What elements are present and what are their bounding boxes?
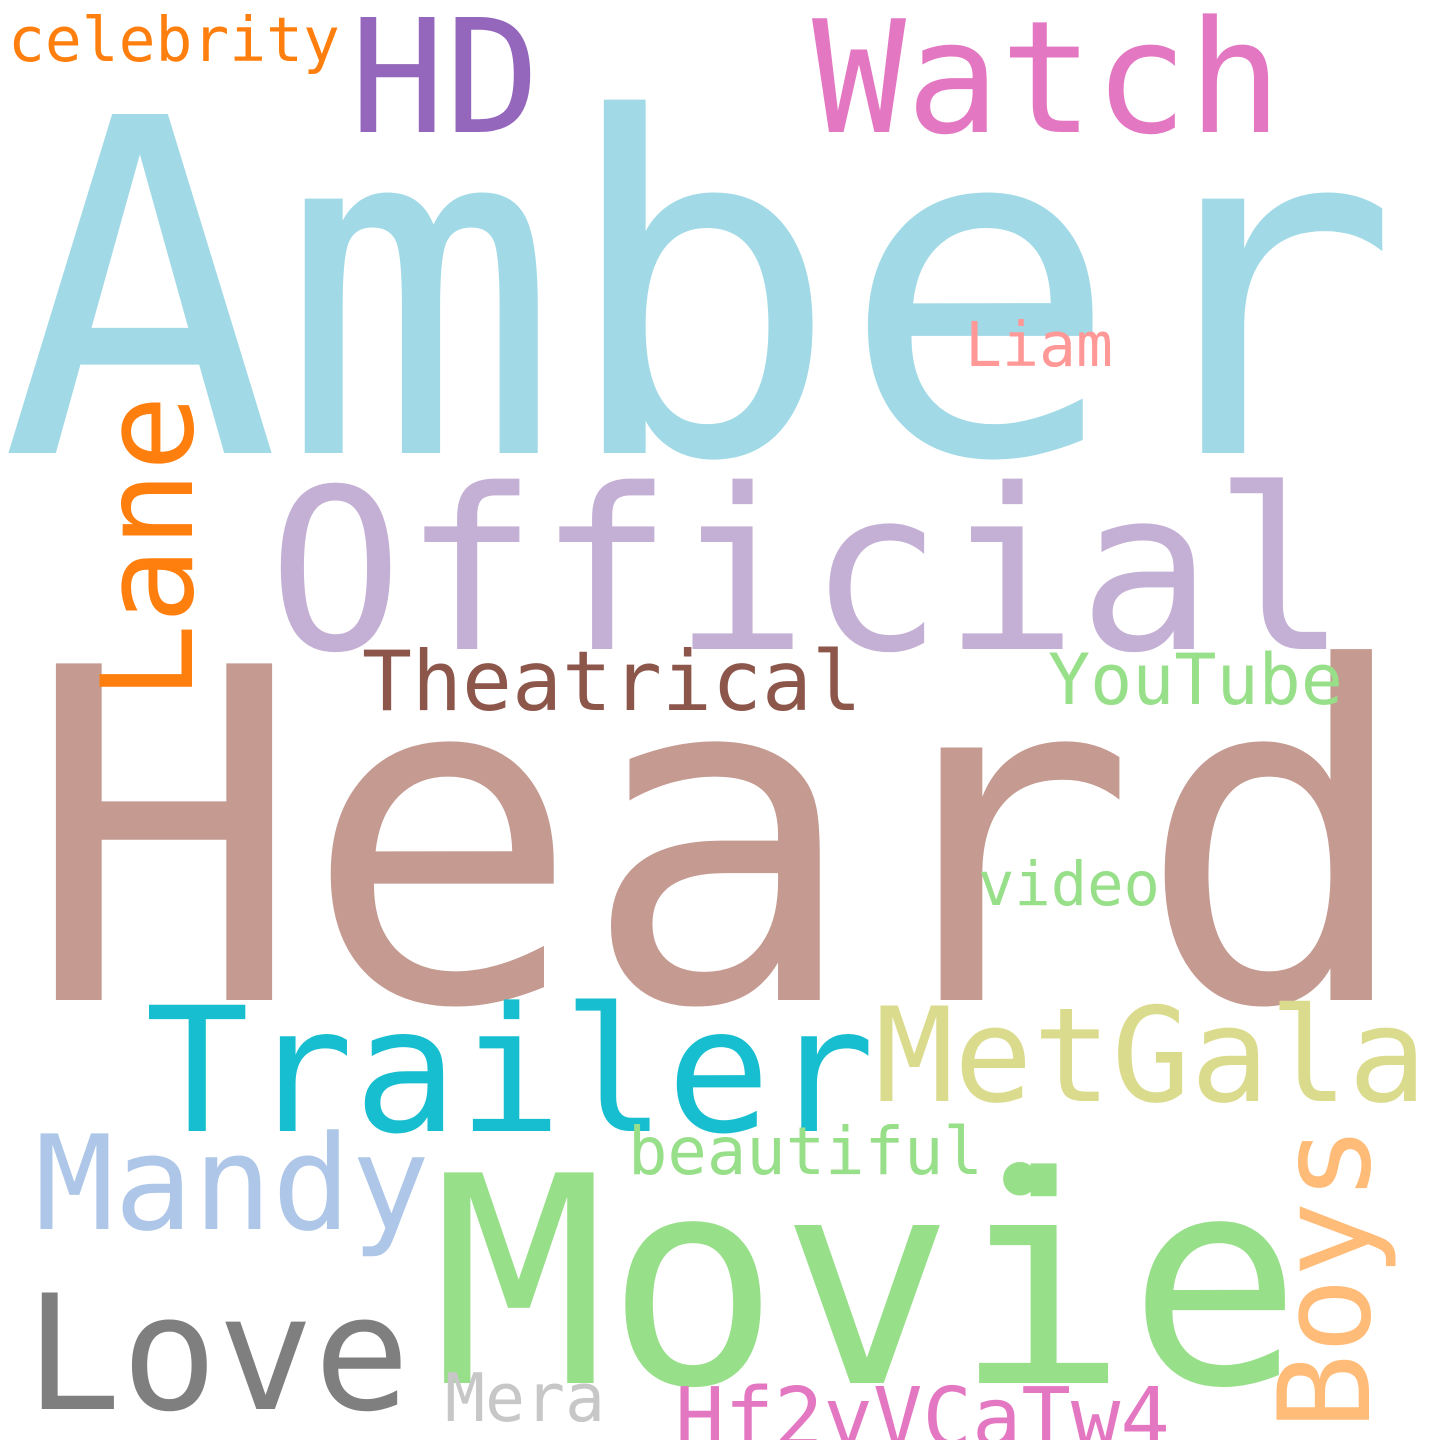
word-bullet: • <box>985 1115 1055 1250</box>
word-youtube: YouTube <box>1048 639 1343 721</box>
word-trailer: Trailer <box>145 970 875 1172</box>
word-metgala: MetGala <box>875 979 1427 1132</box>
word-celebrity: celebrity <box>8 5 340 76</box>
word-beautiful: beautiful <box>628 1114 983 1190</box>
word-theatrical: Theatrical <box>362 633 862 730</box>
word-lane: Lane <box>74 395 222 700</box>
word-love: Love <box>25 1261 410 1440</box>
word-mera: Mera <box>445 1359 605 1437</box>
word-heard: Heard <box>25 571 1415 1109</box>
word-mandy: Mandy <box>35 1107 430 1260</box>
word-amber: Amber <box>0 21 1400 563</box>
word-boys: Boys <box>1251 1125 1399 1430</box>
word-official: Official <box>268 441 1348 702</box>
word-liam: Liam <box>965 310 1113 381</box>
word-hd: HD <box>350 0 540 170</box>
word-video: video <box>978 850 1160 920</box>
word-watch: Watch <box>812 0 1282 169</box>
word-movie: Movie <box>432 1116 1302 1440</box>
word-hf2vvcatw4: Hf2vVCaTw4 <box>675 1371 1170 1440</box>
